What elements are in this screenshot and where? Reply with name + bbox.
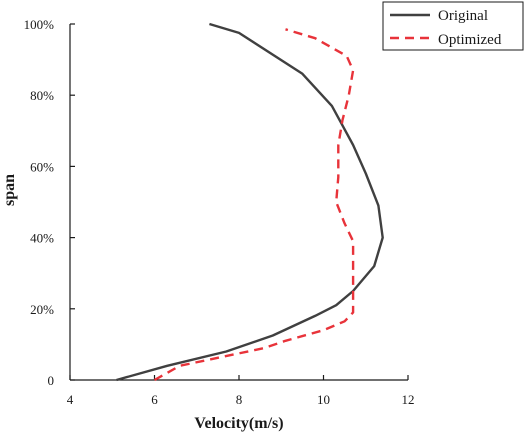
y-tick-label: 20% <box>30 302 54 317</box>
ticks: 4 6 8 10 12 0 20% 40% 60% 80% 100% <box>24 17 415 407</box>
series-line-optimized <box>153 28 355 382</box>
x-axis-title: Velocity(m/s) <box>194 415 283 432</box>
y-tick-label: 100% <box>24 17 55 32</box>
series <box>116 22 384 382</box>
x-tick-label: 6 <box>151 392 158 407</box>
y-tick-label: 40% <box>30 231 54 246</box>
legend-box <box>382 1 524 51</box>
x-tick-label: 8 <box>236 392 243 407</box>
legend-label-original: Original <box>438 8 488 24</box>
y-tick-label: 0 <box>48 373 55 388</box>
y-tick-label: 80% <box>30 88 54 103</box>
x-tick-label: 10 <box>317 392 330 407</box>
legend-label-optimized: Optimized <box>438 32 502 48</box>
x-tick-label: 4 <box>67 392 74 407</box>
series-line-original <box>116 22 384 382</box>
legend: Original Optimized <box>382 1 524 51</box>
axes <box>69 24 408 381</box>
y-axis-title: span <box>1 174 18 206</box>
y-tick-label: 60% <box>30 159 54 174</box>
x-tick-label: 12 <box>402 392 415 407</box>
